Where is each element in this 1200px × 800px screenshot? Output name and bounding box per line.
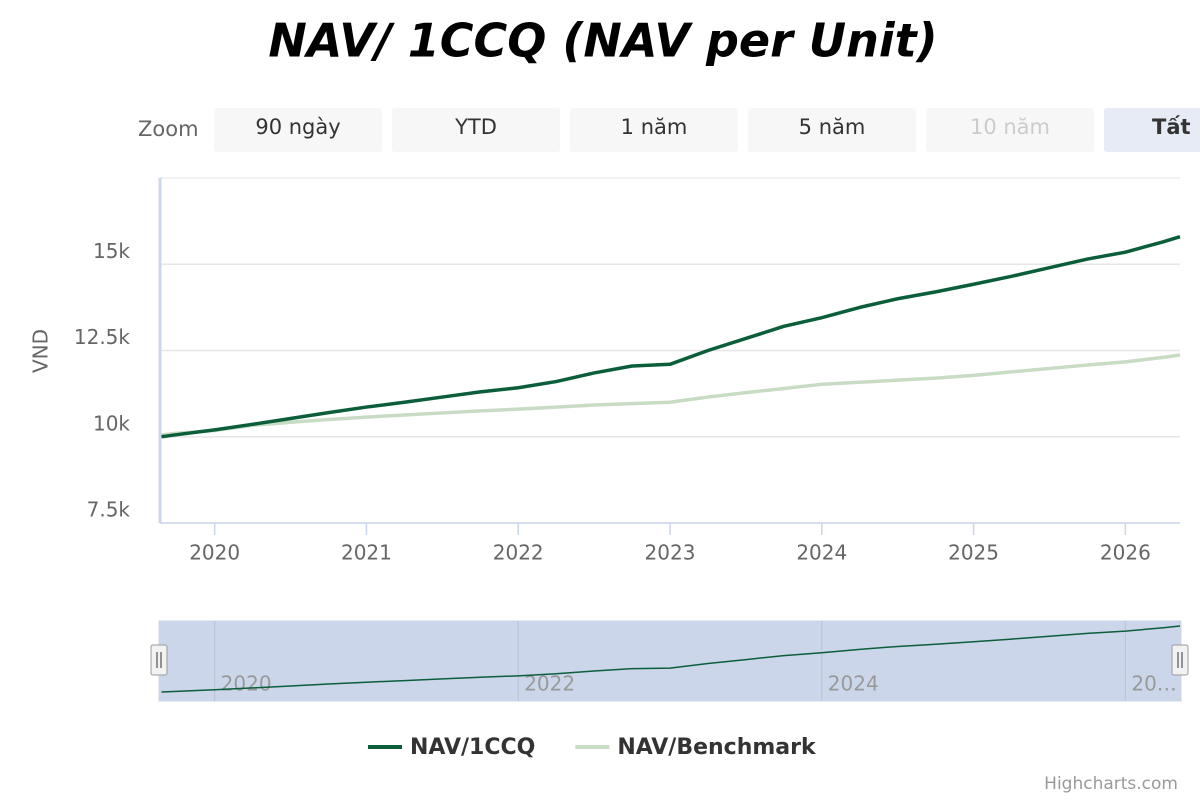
navigator-handle[interactable] (150, 644, 168, 676)
zoom-button[interactable] (392, 108, 560, 152)
zoom-button[interactable] (214, 108, 382, 152)
zoom-button-label[interactable]: 5 năm (799, 115, 866, 139)
x-tick-label: 2025 (948, 541, 999, 565)
y-tick-label: 12.5k (74, 325, 131, 349)
zoom-button-label[interactable]: 1 năm (621, 115, 688, 139)
legend-label[interactable]: NAV/Benchmark (617, 735, 817, 760)
zoom-button-label[interactable]: YTD (454, 115, 497, 139)
y-tick-label: 15k (93, 239, 130, 263)
x-tick-label: 2021 (341, 541, 392, 565)
navigator-tick-label: 2024 (828, 672, 879, 696)
series-line (161, 353, 1181, 437)
navigator-tick-label: 2020 (221, 672, 272, 696)
zoom-button[interactable] (570, 108, 738, 152)
x-tick-label: 2026 (1100, 541, 1151, 565)
x-tick-label: 2023 (645, 541, 696, 565)
zoom-button (926, 108, 1094, 152)
zoom-button-label[interactable]: Tất (1152, 115, 1191, 139)
chart-title: NAV/ 1CCQ (NAV per Unit) (268, 14, 937, 68)
series-line (161, 234, 1181, 439)
zoom-button-label: 10 năm (970, 115, 1050, 139)
navigator-handle[interactable] (1171, 644, 1189, 676)
navigator-line (161, 625, 1181, 693)
zoom-button-label[interactable]: 90 ngày (255, 115, 340, 139)
zoom-label: Zoom (138, 117, 199, 141)
y-axis-title: VND (29, 329, 53, 373)
zoom-button[interactable] (1104, 108, 1200, 152)
x-tick-label: 2024 (796, 541, 847, 565)
x-tick-label: 2022 (493, 541, 544, 565)
zoom-button[interactable] (748, 108, 916, 152)
navigator-tick-label: 20… (1131, 672, 1176, 696)
y-tick-label: 10k (93, 411, 130, 435)
y-tick-label: 7.5k (87, 498, 131, 522)
legend-label[interactable]: NAV/1CCQ (410, 735, 535, 760)
x-tick-label: 2020 (189, 541, 240, 565)
navigator-mask (158, 620, 1182, 702)
credits[interactable]: Highcharts.com (1044, 774, 1178, 794)
